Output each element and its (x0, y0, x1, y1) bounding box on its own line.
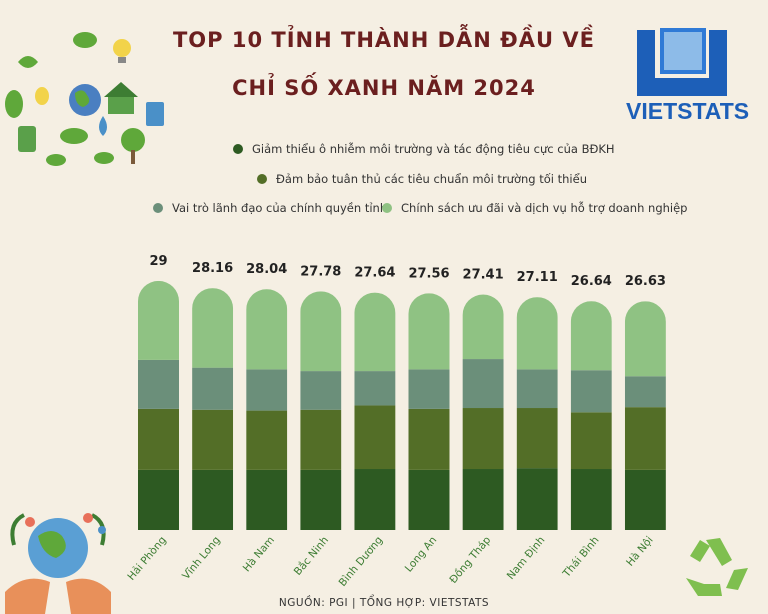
bar-segment-2-2 (192, 409, 234, 470)
bar-segment-7-2 (462, 408, 504, 470)
legend-swatch-1 (233, 144, 243, 154)
logo-text: VIETSTATS (626, 98, 750, 124)
bar-segment-3-3 (246, 369, 288, 411)
bar-group-5 (354, 292, 396, 550)
hands-globe-illustration (5, 513, 111, 614)
bar-base-cover (245, 530, 289, 552)
total-label-5: 27.64 (354, 266, 395, 281)
bar-segment-4-4 (300, 291, 342, 372)
bar-segment-4-2 (300, 409, 342, 470)
bar-segment-9-4 (570, 301, 612, 371)
recycle-icon (686, 538, 748, 596)
bar-segment-1-3 (138, 359, 179, 409)
bar-base-cover (623, 530, 667, 552)
vietstats-logo-mark (637, 28, 727, 96)
bar-group-8 (516, 297, 558, 550)
bar-group-4 (300, 291, 342, 550)
bar-segment-6-2 (408, 408, 450, 470)
bar-base-cover (137, 530, 180, 552)
bar-group-10 (624, 301, 666, 550)
legend-label-4: Chính sách ưu đãi và dịch vụ hỗ trợ doan… (401, 201, 688, 215)
total-label-9: 26.64 (571, 274, 612, 289)
bar-base-cover (299, 530, 343, 552)
total-label-6: 27.56 (408, 266, 449, 281)
bar-segment-10-2 (624, 407, 666, 470)
legend-item-4: Chính sách ưu đãi và dịch vụ hỗ trợ doan… (382, 201, 687, 215)
legend-label-1: Giảm thiểu ô nhiễm môi trường và tác độn… (252, 142, 615, 156)
total-label-7: 27.41 (463, 268, 504, 283)
bar-segment-5-2 (354, 405, 396, 470)
bar-base-cover (353, 530, 397, 552)
legend-label-2: Đảm bảo tuân thủ các tiêu chuẩn môi trườ… (276, 172, 587, 186)
total-label-8: 27.11 (517, 270, 558, 285)
legend-item-3: Vai trò lãnh đạo của chính quyền tỉnh (153, 201, 387, 215)
bar-segment-10-4 (624, 301, 666, 377)
total-label-3: 28.04 (246, 262, 287, 277)
eco-icons-illustration (5, 32, 164, 166)
bar-segment-9-3 (570, 370, 612, 413)
legend-swatch-2 (257, 174, 267, 184)
bar-segment-2-3 (192, 367, 234, 410)
bar-segment-7-4 (462, 294, 504, 360)
bar-base-cover (407, 530, 451, 552)
bar-segment-7-3 (462, 359, 504, 409)
bar-segment-3-4 (246, 289, 288, 370)
chart-title-line-1: TOP 10 TỈNH THÀNH DẪN ĐẦU VỀ (172, 28, 595, 52)
bar-segment-10-3 (624, 376, 666, 408)
bar-segment-9-2 (570, 412, 612, 470)
legend-swatch-4 (382, 203, 392, 213)
legend-swatch-3 (153, 203, 163, 213)
total-label-10: 26.63 (625, 274, 666, 289)
bar-segment-8-2 (516, 408, 558, 469)
bar-group-2 (192, 288, 234, 550)
bar-segment-1-4 (138, 280, 179, 360)
bar-segment-5-3 (354, 371, 396, 406)
bar-segment-1-2 (138, 408, 179, 470)
bar-segment-6-4 (408, 293, 450, 370)
legend-item-2: Đảm bảo tuân thủ các tiêu chuẩn môi trườ… (257, 172, 587, 186)
bar-group-1 (138, 280, 179, 550)
legend-item-1: Giảm thiểu ô nhiễm môi trường và tác độn… (233, 142, 615, 156)
bar-group-6 (408, 293, 450, 550)
legend-label-3: Vai trò lãnh đạo của chính quyền tỉnh (172, 201, 388, 215)
bar-segment-3-2 (246, 410, 288, 470)
bar-group-9 (570, 301, 612, 550)
bar-segment-6-3 (408, 369, 450, 409)
bar-base-cover (515, 530, 559, 552)
bar-group-7 (462, 294, 504, 550)
bar-segment-8-3 (516, 369, 558, 409)
bar-segment-2-4 (192, 288, 234, 368)
bar-group-3 (246, 289, 288, 550)
bar-segment-5-4 (354, 292, 396, 372)
source-footer: NGUỒN: PGI | TỔNG HỢP: VIETSTATS (278, 597, 490, 609)
bar-base-cover (569, 530, 613, 552)
bar-segment-4-3 (300, 371, 342, 410)
total-label-2: 28.16 (192, 261, 233, 276)
total-label-4: 27.78 (300, 264, 341, 279)
total-label-1: 29 (149, 254, 167, 269)
bar-base-cover (191, 530, 235, 552)
chart-title-line-2: CHỈ SỐ XANH NĂM 2024 (232, 76, 536, 100)
bar-segment-8-4 (516, 297, 558, 370)
bar-base-cover (461, 530, 505, 552)
